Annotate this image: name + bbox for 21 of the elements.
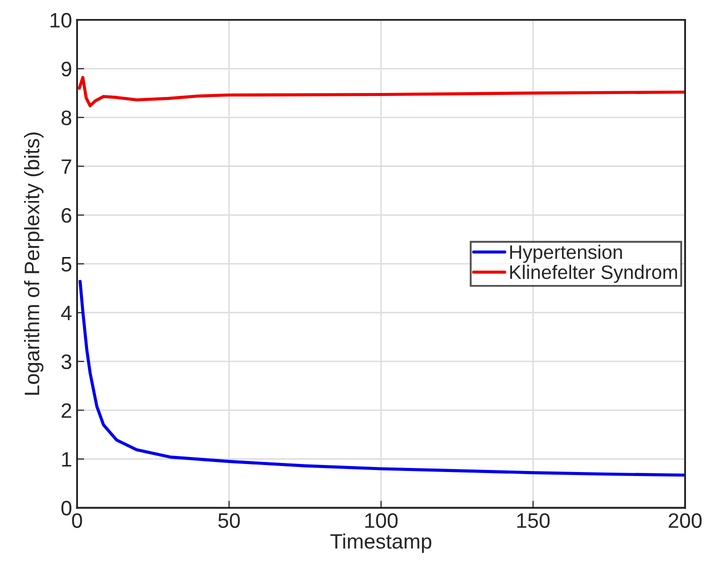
y-tick-label: 8 bbox=[62, 110, 72, 126]
y-tick-label: 0 bbox=[61, 500, 72, 516]
legend-label: Hypertension bbox=[510, 244, 622, 263]
y-tick-label: 1 bbox=[62, 452, 72, 467]
y-axis-title: Logarithm of Perplexity (bits) bbox=[24, 132, 44, 395]
x-axis-title: Timestamp bbox=[330, 533, 432, 553]
y-tick-label: 5 bbox=[61, 257, 72, 272]
x-tick-label: 100 bbox=[365, 513, 398, 528]
x-tick-label: 0 bbox=[72, 513, 82, 528]
y-tick-label: 10 bbox=[50, 12, 72, 28]
x-tick-label: 50 bbox=[218, 513, 240, 528]
x-tick-label: 150 bbox=[517, 513, 550, 528]
y-tick-label: 9 bbox=[62, 62, 72, 76]
legend-label: Klinefelter Syndrom bbox=[510, 264, 678, 283]
y-tick-label: 7 bbox=[62, 159, 72, 174]
y-tick-label: 3 bbox=[61, 354, 72, 370]
y-tick-label: 2 bbox=[62, 403, 72, 418]
y-tick-label: 4 bbox=[61, 306, 72, 320]
x-tick-label: 200 bbox=[668, 513, 702, 528]
line-series bbox=[78, 76, 686, 108]
y-tick-label: 6 bbox=[62, 208, 72, 223]
